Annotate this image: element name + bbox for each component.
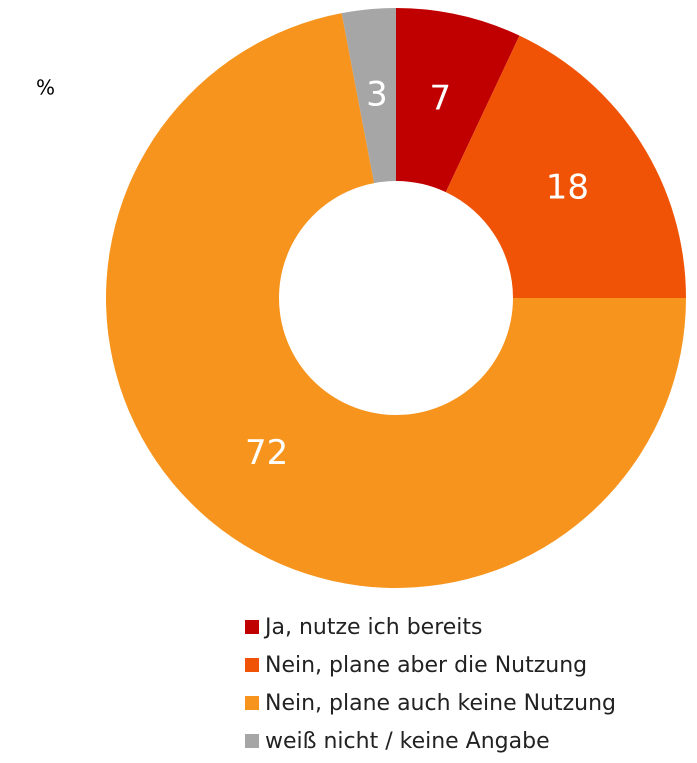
legend-swatch — [245, 696, 259, 710]
donut-segment — [396, 8, 520, 193]
donut-segment — [341, 8, 396, 184]
donut-segment — [445, 35, 686, 298]
legend-swatch — [245, 734, 259, 748]
legend-label: Nein, plane auch keine Nutzung — [265, 691, 616, 716]
legend-label: Ja, nutze ich bereits — [263, 615, 483, 640]
legend-label: Nein, plane aber die Nutzung — [265, 653, 587, 678]
data-label: 18 — [546, 168, 589, 208]
data-label: 7 — [429, 78, 451, 118]
legend-swatch — [245, 658, 259, 672]
data-label: 72 — [245, 433, 288, 473]
data-label: 3 — [366, 74, 388, 114]
unit-label: % — [36, 76, 55, 100]
donut-segment — [105, 13, 687, 588]
legend-swatch — [245, 620, 259, 634]
legend-label: weiß nicht / keine Angabe — [265, 729, 550, 754]
